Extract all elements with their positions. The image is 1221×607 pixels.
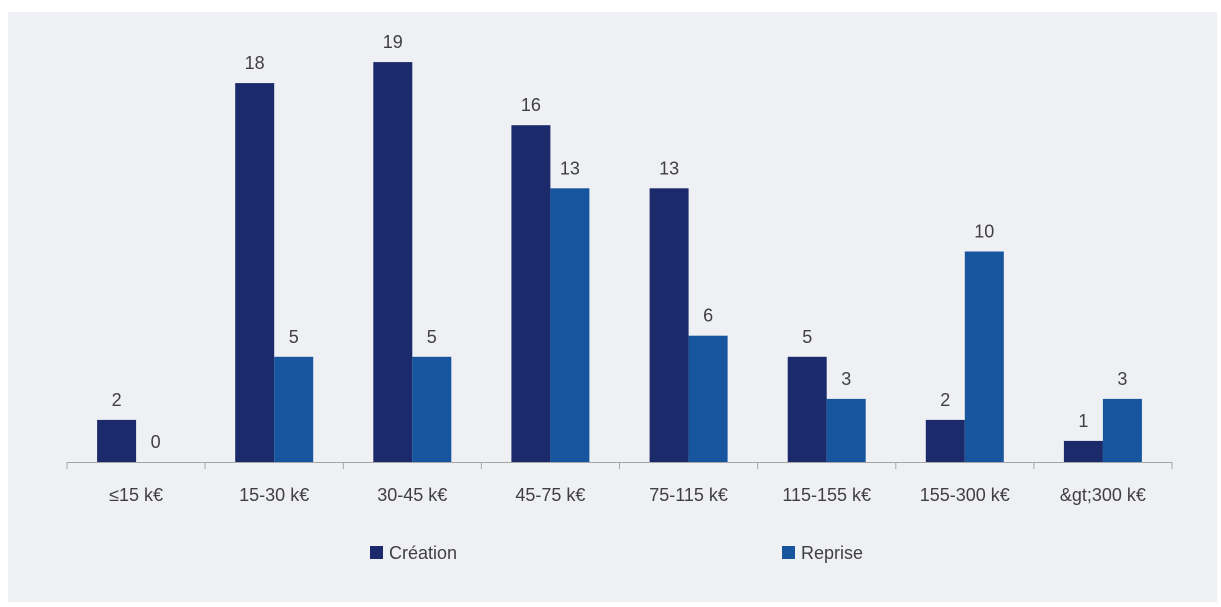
data-label-creation-5: 5 — [802, 327, 812, 347]
x-tick-label-3: 45-75 k€ — [515, 485, 585, 505]
x-tick-label-6: 155-300 k€ — [920, 485, 1010, 505]
data-label-reprise-5: 3 — [841, 369, 851, 389]
bar-creation-5 — [787, 356, 827, 463]
x-tick-label-5: 115-155 k€ — [782, 485, 871, 505]
x-axis — [66, 462, 1173, 469]
bar-reprise-5 — [826, 398, 866, 463]
bar-creation-2 — [373, 62, 413, 462]
legend-label-reprise: Reprise — [801, 543, 863, 563]
bar-reprise-2 — [412, 356, 452, 463]
data-label-creation-2: 19 — [383, 32, 403, 52]
bar-creation-7 — [1063, 440, 1103, 462]
bar-reprise-1 — [274, 356, 314, 463]
bars-layer — [97, 62, 1142, 463]
data-label-reprise-7: 3 — [1117, 369, 1127, 389]
x-tick-label-0: ≤15 k€ — [109, 485, 163, 505]
bar-creation-3 — [511, 125, 551, 462]
bar-reprise-7 — [1102, 398, 1142, 463]
data-label-reprise-3: 13 — [560, 158, 580, 178]
data-label-reprise-0: 0 — [151, 432, 161, 452]
data-label-creation-3: 16 — [521, 95, 541, 115]
data-label-creation-4: 13 — [659, 158, 679, 178]
bar-creation-0 — [97, 419, 137, 462]
data-label-creation-7: 1 — [1078, 411, 1088, 431]
data-label-reprise-1: 5 — [289, 327, 299, 347]
data-label-reprise-6: 10 — [974, 222, 994, 242]
data-label-creation-1: 18 — [245, 53, 265, 73]
x-tick-label-7: &gt;300 k€ — [1060, 485, 1146, 505]
bar-creation-6 — [925, 419, 965, 462]
bar-reprise-3 — [550, 188, 590, 463]
legend: Création Reprise — [370, 543, 863, 563]
legend-label-creation: Création — [389, 543, 457, 563]
bar-creation-4 — [649, 188, 689, 463]
bar-creation-1 — [235, 83, 275, 462]
legend-swatch-reprise — [782, 546, 795, 559]
data-label-reprise-4: 6 — [703, 306, 713, 326]
data-label-creation-6: 2 — [940, 390, 950, 410]
x-tick-label-4: 75-115 k€ — [649, 485, 728, 505]
x-tick-label-2: 30-45 k€ — [377, 485, 447, 505]
legend-swatch-creation — [370, 546, 383, 559]
x-tick-label-1: 15-30 k€ — [239, 485, 309, 505]
data-label-reprise-2: 5 — [427, 327, 437, 347]
bar-reprise-6 — [964, 251, 1004, 462]
x-tick-labels: ≤15 k€ 15-30 k€ 30-45 k€ 45-75 k€ 75-115 k€ 1… — [109, 485, 1146, 505]
bar-reprise-4 — [688, 335, 728, 462]
chart-panel: 2 18 19 16 13 5 2 1 0 5 5 13 6 3 10 3 ≤15 k€ 15-30 k€ 30-… — [8, 12, 1217, 602]
data-label-creation-0: 2 — [112, 390, 122, 410]
